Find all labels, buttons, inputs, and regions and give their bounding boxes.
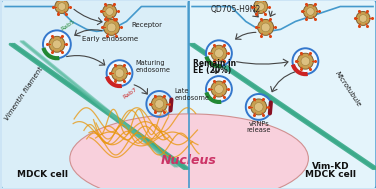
Text: vRNPs: vRNPs (248, 121, 269, 127)
Text: Vim-KD: Vim-KD (311, 162, 349, 170)
Circle shape (155, 100, 164, 108)
Circle shape (104, 19, 120, 35)
Circle shape (258, 19, 274, 35)
Circle shape (103, 5, 117, 19)
Circle shape (301, 57, 310, 66)
FancyBboxPatch shape (3, 2, 375, 187)
Circle shape (115, 69, 124, 77)
Circle shape (112, 65, 127, 81)
Circle shape (303, 5, 317, 19)
Circle shape (254, 103, 263, 111)
Circle shape (43, 30, 71, 58)
Text: Vimentin filament: Vimentin filament (4, 66, 44, 122)
Text: endosome: endosome (135, 67, 170, 73)
Circle shape (49, 36, 65, 52)
Circle shape (206, 40, 232, 66)
Circle shape (306, 8, 314, 15)
FancyArrowPatch shape (236, 32, 256, 39)
Text: Maturing: Maturing (135, 60, 165, 66)
Circle shape (58, 3, 66, 10)
FancyArrowPatch shape (237, 59, 288, 66)
Circle shape (297, 53, 313, 69)
Circle shape (356, 12, 370, 25)
FancyArrowPatch shape (75, 30, 102, 36)
FancyArrowPatch shape (269, 11, 275, 16)
Text: Nucleus: Nucleus (161, 154, 217, 167)
Circle shape (261, 23, 270, 32)
Text: Receptor: Receptor (132, 22, 162, 28)
Text: QD705-H9N2: QD705-H9N2 (211, 5, 261, 14)
FancyArrowPatch shape (134, 85, 147, 94)
Text: MDCK cell: MDCK cell (305, 170, 356, 178)
Circle shape (151, 96, 167, 112)
Text: Rab7: Rab7 (123, 86, 138, 99)
Text: Early endosome: Early endosome (82, 36, 138, 42)
Circle shape (211, 45, 227, 61)
FancyArrowPatch shape (67, 56, 105, 65)
Circle shape (211, 81, 227, 97)
Text: Microtubule: Microtubule (334, 70, 362, 108)
Ellipse shape (70, 114, 308, 189)
Circle shape (254, 0, 268, 13)
FancyArrowPatch shape (109, 11, 116, 16)
Text: Rab5: Rab5 (60, 18, 76, 31)
Circle shape (257, 3, 264, 10)
Circle shape (359, 15, 367, 22)
FancyArrowPatch shape (212, 69, 220, 74)
Circle shape (55, 0, 69, 13)
Circle shape (106, 8, 114, 15)
FancyBboxPatch shape (188, 0, 376, 189)
FancyBboxPatch shape (1, 0, 189, 189)
FancyArrowPatch shape (271, 72, 295, 92)
Circle shape (107, 23, 116, 32)
Circle shape (107, 60, 132, 86)
FancyArrowPatch shape (253, 11, 258, 17)
Text: release: release (246, 127, 271, 133)
Text: Remain in: Remain in (193, 59, 236, 68)
Circle shape (215, 49, 223, 58)
Circle shape (251, 99, 267, 115)
Text: endosome: endosome (174, 95, 209, 101)
Circle shape (53, 40, 61, 49)
Circle shape (215, 85, 223, 93)
Text: EE (20%): EE (20%) (193, 66, 231, 75)
Circle shape (293, 48, 318, 74)
Circle shape (206, 76, 232, 102)
Text: MDCK cell: MDCK cell (17, 170, 68, 178)
FancyArrowPatch shape (74, 9, 102, 25)
Text: Late: Late (174, 88, 189, 94)
